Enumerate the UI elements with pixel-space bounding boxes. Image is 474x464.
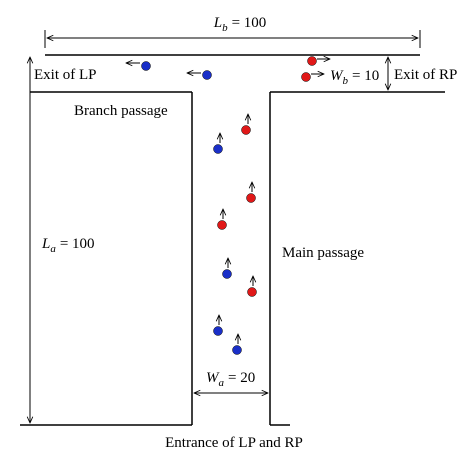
main-label: Main passage (282, 245, 364, 261)
dimension-lines (30, 30, 421, 423)
particles (126, 57, 330, 355)
branch-width: Wb = 10 (330, 68, 379, 87)
main-length: La = 100 (41, 236, 95, 255)
entrance-label: Entrance of LP and RP (165, 435, 303, 451)
main-width: Wa = 20 (206, 370, 255, 389)
exit-left: Exit of LP (34, 67, 97, 83)
branch-label: Branch passage (74, 103, 168, 119)
walls (20, 54, 445, 426)
branch-length: Lb = 100 (213, 15, 267, 34)
exit-right: Exit of RP (394, 67, 457, 83)
